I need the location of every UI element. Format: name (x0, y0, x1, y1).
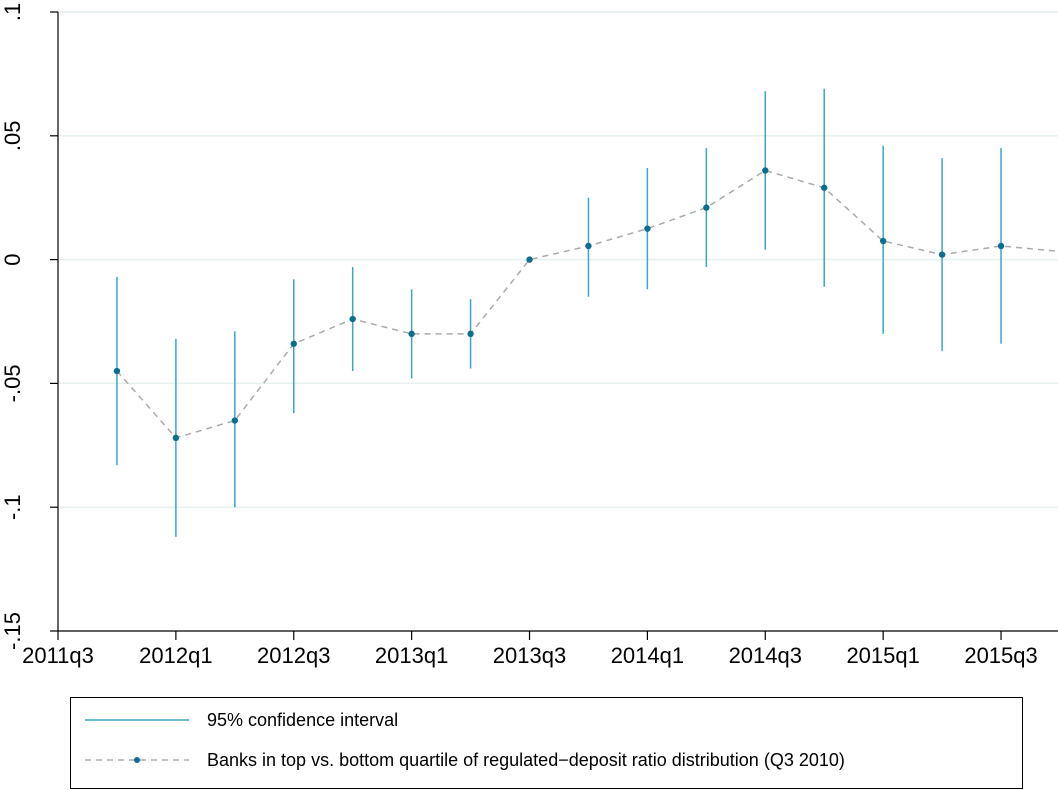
confidence-interval-layer (116, 88, 1002, 537)
legend-ci-label: 95% confidence interval (207, 710, 399, 730)
estimate-point (938, 251, 946, 258)
estimate-point (821, 184, 828, 191)
estimate-point (703, 204, 710, 211)
axes (50, 11, 1058, 640)
estimate-point (526, 256, 533, 263)
y-tick-label: .1 (0, 3, 25, 21)
legend-entry-estimate: Banks in top vs. bottom quartile of regu… (71, 745, 1022, 775)
tick-label-layer: -.15 -.1 -.05 0 .05 .1 2011q3 2012q1 2012q3 2013q… (0, 3, 1038, 668)
estimate-point (467, 330, 474, 338)
chart: -.15 -.1 -.05 0 .05 .1 2011q3 2012q1 2012q3 2013q… (0, 3, 1058, 668)
estimate-point (349, 315, 356, 323)
estimate-point (585, 242, 592, 250)
legend-ci-swatch (85, 719, 189, 721)
estimate-point (997, 242, 1005, 250)
y-tick-label: -.05 (0, 364, 25, 402)
y-tick-label: 0 (0, 253, 25, 265)
legend: 95% confidence interval Banks in top vs.… (70, 697, 1023, 789)
gridlines (58, 11, 1058, 508)
estimate-point (762, 167, 769, 174)
x-tick-label: 2013q3 (493, 643, 566, 668)
legend-entry-ci: 95% confidence interval (71, 705, 1022, 735)
x-tick-label: 2014q3 (729, 643, 802, 668)
x-tick-label: 2013q1 (375, 643, 448, 668)
y-tick-label: -.1 (0, 494, 25, 520)
estimate-line (116, 169, 1058, 439)
x-tick-label: 2012q3 (257, 643, 330, 668)
legend-estimate-label: Banks in top vs. bottom quartile of regu… (207, 750, 845, 770)
estimate-line-layer (116, 169, 1058, 439)
x-tick-label: 2012q1 (139, 643, 212, 668)
estimate-point (113, 367, 121, 375)
x-tick-label: 2014q1 (611, 643, 684, 668)
estimate-point (231, 417, 239, 424)
x-tick-label: 2015q1 (846, 643, 919, 668)
estimate-point-layer (113, 167, 1005, 442)
y-tick-label: .05 (0, 121, 25, 152)
estimate-point (644, 225, 651, 232)
estimate-point (408, 330, 415, 338)
legend-estimate-swatch (85, 757, 189, 763)
estimate-point (172, 434, 180, 442)
x-tick-label: 2011q3 (22, 643, 94, 668)
estimate-point (290, 340, 297, 347)
y-tick-label: -.15 (0, 612, 25, 650)
estimate-point (879, 237, 887, 245)
x-tick-label: 2015q3 (964, 643, 1037, 668)
